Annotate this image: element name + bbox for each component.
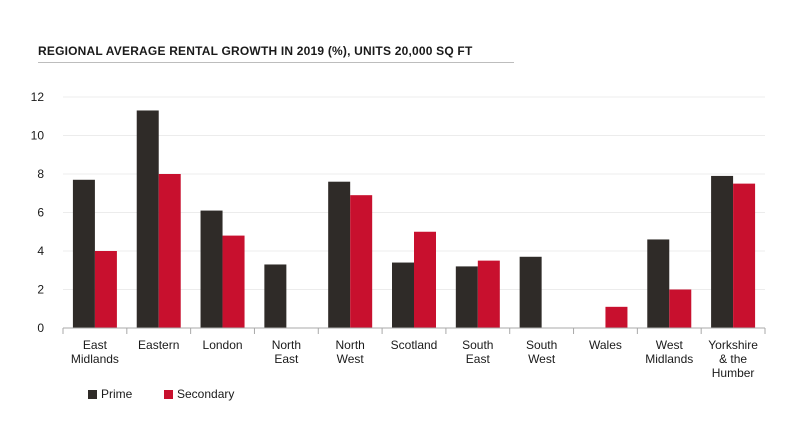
category-label-line: West — [528, 352, 556, 366]
category-label-line: North — [272, 338, 301, 352]
bar-secondary-5 — [414, 231, 436, 328]
bar-prime-10 — [711, 175, 734, 328]
category-label-line: East — [274, 352, 299, 366]
bar-prime-5 — [392, 262, 414, 328]
category-label-line: East — [466, 352, 491, 366]
category-label-line: West — [337, 352, 365, 366]
bar-secondary-2 — [222, 235, 245, 328]
bar-secondary-10 — [733, 183, 756, 328]
bar-secondary-1 — [158, 174, 181, 328]
category-label: Yorkshire & the Humber — [708, 338, 758, 380]
bar-prime-7 — [519, 256, 542, 328]
bar-secondary-4 — [350, 195, 373, 328]
bar-prime-9 — [647, 239, 670, 328]
y-tick-label: 12 — [31, 90, 45, 104]
category-label: West Midlands — [645, 338, 693, 366]
category-label-line: West — [656, 338, 684, 352]
category-label-line: Midlands — [645, 352, 693, 366]
bar-secondary-8 — [605, 306, 628, 328]
category-label: North West — [336, 338, 365, 366]
category-label-line: London — [203, 338, 243, 352]
y-tick-label: 8 — [37, 167, 44, 181]
bar-prime-2 — [200, 210, 223, 328]
category-label-line: South — [462, 338, 493, 352]
y-axis-ticks: 0 2 4 6 8 10 12 — [31, 90, 45, 335]
category-label: London — [203, 338, 243, 352]
category-label: East Midlands — [71, 338, 119, 366]
legend-swatch-secondary — [164, 390, 173, 399]
bar-secondary-6 — [477, 260, 500, 328]
bars — [72, 110, 756, 328]
legend-label-secondary: Secondary — [177, 387, 234, 401]
legend-label-prime: Prime — [101, 387, 133, 401]
category-label: South East — [462, 338, 493, 366]
bar-prime-4 — [328, 181, 351, 328]
y-tick-label: 0 — [37, 321, 44, 335]
category-label-line: Scotland — [391, 338, 438, 352]
bar-prime-0 — [72, 179, 95, 328]
category-label-line: North — [336, 338, 365, 352]
bar-secondary-0 — [94, 251, 117, 328]
bar-prime-6 — [455, 266, 478, 328]
bar-prime-1 — [136, 110, 159, 328]
category-label-line: Wales — [589, 338, 622, 352]
legend: Prime Secondary — [88, 387, 234, 401]
y-tick-label: 6 — [37, 206, 44, 220]
category-label: Wales — [589, 338, 622, 352]
category-label-line: Eastern — [138, 338, 179, 352]
title-divider — [38, 62, 514, 63]
x-axis — [62, 327, 766, 334]
bar-prime-3 — [264, 264, 287, 328]
y-tick-label: 2 — [37, 283, 44, 297]
category-label: Scotland — [391, 338, 438, 352]
legend-swatch-prime — [88, 390, 97, 399]
category-label: North East — [272, 338, 301, 366]
chart-title: REGIONAL AVERAGE RENTAL GROWTH IN 2019 (… — [38, 44, 473, 58]
category-label-line: Midlands — [71, 352, 119, 366]
y-tick-label: 4 — [37, 244, 44, 258]
y-tick-label: 10 — [31, 129, 45, 143]
category-label: South West — [526, 338, 557, 366]
category-label-line: & the — [719, 352, 747, 366]
category-label-line: East — [83, 338, 108, 352]
category-label: Eastern — [138, 338, 179, 352]
category-label-line: Yorkshire — [708, 338, 758, 352]
bar-secondary-9 — [669, 289, 692, 328]
category-label-line: South — [526, 338, 557, 352]
category-label-line: Humber — [712, 366, 755, 380]
